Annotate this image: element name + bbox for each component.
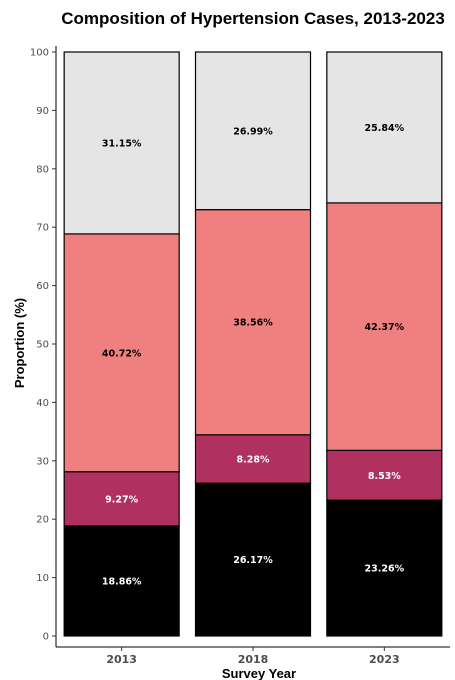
x-tick-label: 2018 (238, 653, 269, 666)
y-tick-label: 40 (36, 398, 49, 409)
y-tick-label: 30 (36, 456, 49, 467)
x-tick-label: 2023 (369, 653, 400, 666)
data-label: 26.99% (233, 126, 273, 137)
y-tick-label: 10 (36, 573, 49, 584)
data-label: 25.84% (365, 123, 405, 134)
bar-segment (194, 209, 312, 436)
plot-area: 0 10 20 30 40 50 60 70 80 90 100 18.86% 9.27% 40.72% 3… (30, 46, 450, 666)
data-label: 40.72% (102, 348, 142, 359)
bar-segment (194, 482, 312, 637)
y-tick-label: 60 (36, 281, 49, 292)
y-tick-label: 50 (36, 340, 49, 351)
bar-segment (326, 449, 443, 501)
bar-segment (326, 51, 443, 204)
bar-segment (63, 233, 180, 473)
data-label: 23.26% (365, 564, 405, 575)
data-label: 8.53% (368, 471, 401, 482)
bar-segment (63, 51, 180, 235)
data-label: 18.86% (102, 576, 142, 587)
chart-title: Composition of Hypertension Cases, 2013-… (61, 9, 445, 28)
y-axis-title: Proportion (%) (12, 298, 27, 388)
bar-segment (194, 434, 312, 484)
x-tick-label: 2013 (106, 653, 137, 666)
bar-segment (326, 202, 443, 451)
data-label: 31.15% (102, 138, 142, 149)
x-axis-title: Survey Year (222, 666, 296, 680)
bar-segment (326, 499, 443, 637)
data-label: 8.28% (237, 454, 270, 465)
data-label: 38.56% (233, 318, 273, 329)
bar-segment (63, 471, 180, 527)
y-tick-label: 80 (36, 164, 49, 175)
y-tick-label: 20 (36, 515, 49, 526)
bar-segment (194, 51, 312, 211)
y-tick-label: 100 (30, 48, 49, 59)
data-label: 9.27% (105, 494, 138, 505)
data-label: 26.17% (233, 555, 273, 566)
bar-segment (63, 525, 180, 637)
y-tick-label: 90 (36, 106, 49, 117)
y-tick-label: 0 (43, 632, 49, 643)
y-tick-label: 70 (36, 223, 49, 234)
data-label: 42.37% (365, 322, 405, 333)
